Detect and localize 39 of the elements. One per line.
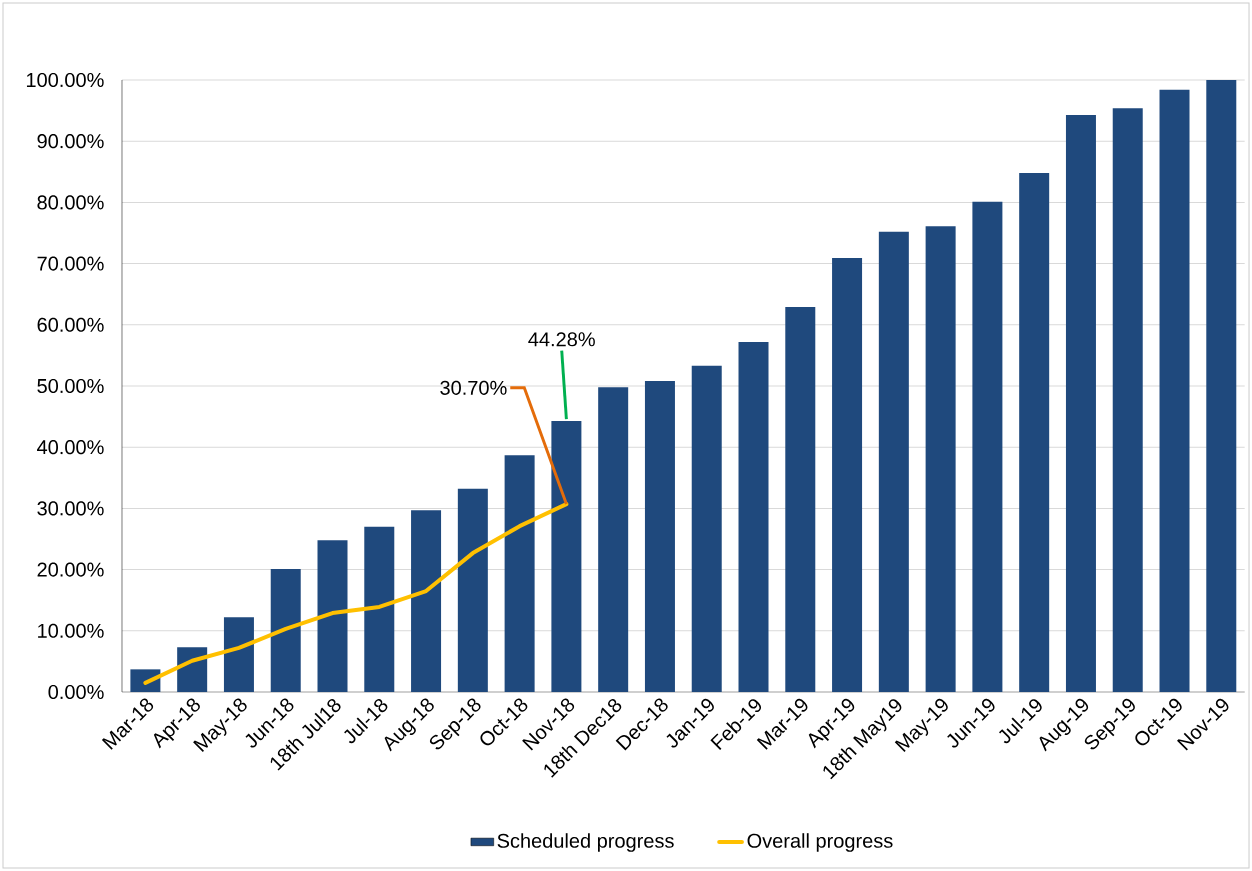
bar xyxy=(832,258,863,692)
bar xyxy=(644,381,675,692)
bar xyxy=(878,231,909,692)
annotation: 30.70% xyxy=(440,380,507,395)
bar xyxy=(1065,114,1096,692)
bar xyxy=(270,568,301,692)
bar xyxy=(411,510,442,692)
line-series xyxy=(143,502,569,685)
bar xyxy=(504,455,535,692)
y-tick-label: 80.00% xyxy=(37,195,104,210)
y-tick-label: 0.00% xyxy=(48,684,104,700)
bar xyxy=(972,201,1003,692)
y-tick-label: 70.00% xyxy=(37,256,104,271)
legend-label: Scheduled progress xyxy=(497,833,674,852)
bar xyxy=(317,540,348,692)
y-tick-label: 40.00% xyxy=(37,440,104,455)
bar xyxy=(177,647,208,692)
y-tick-label: 30.00% xyxy=(37,501,104,516)
bar xyxy=(598,387,629,692)
legend-label: Overall progress xyxy=(747,833,893,852)
bar xyxy=(738,341,769,692)
annotation: 44.28% xyxy=(528,332,595,347)
bar xyxy=(1206,79,1237,692)
y-tick-label: 90.00% xyxy=(37,134,104,149)
y-tick-label: 10.00% xyxy=(38,623,104,638)
bar xyxy=(223,617,254,692)
bar xyxy=(1019,173,1050,692)
y-tick-label: 60.00% xyxy=(37,317,104,332)
bar xyxy=(1159,89,1190,692)
bar xyxy=(551,421,582,692)
y-tick-label: 100.00% xyxy=(26,72,104,88)
bar xyxy=(364,526,395,692)
bar xyxy=(785,307,816,692)
y-tick-label: 50.00% xyxy=(37,378,104,394)
bar xyxy=(925,226,956,692)
y-tick-label: 20.00% xyxy=(37,562,104,577)
bar xyxy=(691,365,722,692)
bar xyxy=(457,488,488,692)
bar xyxy=(1112,108,1143,692)
